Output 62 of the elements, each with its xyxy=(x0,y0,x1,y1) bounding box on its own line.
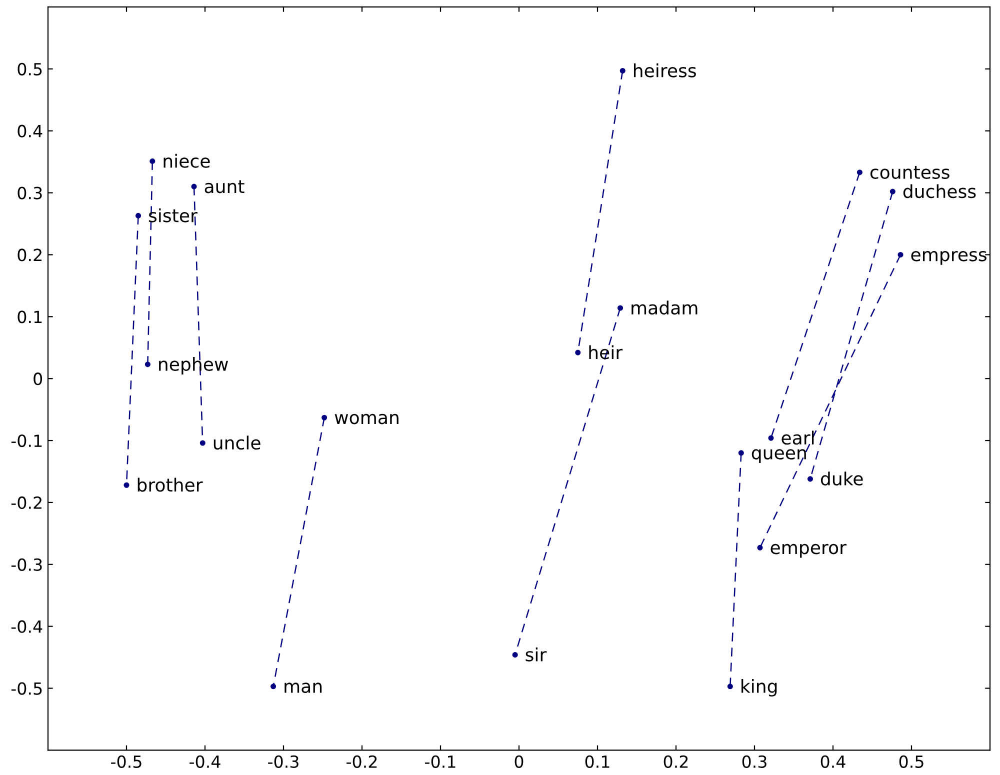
annotation: duke xyxy=(820,472,863,486)
x-tick-label: -0.2 xyxy=(346,755,377,768)
annotation: duchess xyxy=(903,184,976,198)
y-tick-label: 0.3 xyxy=(18,186,42,200)
annotation: king xyxy=(742,679,777,697)
point xyxy=(270,684,276,690)
annotation: countess xyxy=(870,166,950,179)
y-tick-label: 0.2 xyxy=(18,248,42,262)
annotation: heir xyxy=(589,345,623,360)
x-tick-label: 0.1 xyxy=(585,755,610,768)
annotation: heiress xyxy=(634,63,696,78)
x-tick-label: 0.2 xyxy=(664,755,688,768)
point xyxy=(620,68,626,74)
y-tick-label: 0.1 xyxy=(18,310,42,324)
point xyxy=(135,212,142,218)
annotation: brother xyxy=(138,478,203,492)
x-tick-label: 0.3 xyxy=(742,755,766,768)
x-tick-label: 0.4 xyxy=(820,755,846,768)
point xyxy=(757,544,763,550)
annotation: madam xyxy=(632,300,698,315)
annotation: uncle xyxy=(214,436,260,450)
y-tick-label: -0.3 xyxy=(11,558,42,571)
annotation: niece xyxy=(164,154,210,168)
x-tick-label: 0 xyxy=(514,755,524,768)
y-tick-label: -0.5 xyxy=(11,682,42,695)
x-tick-label: -0.1 xyxy=(425,755,456,768)
annotation: earl xyxy=(782,430,814,445)
point xyxy=(890,188,896,194)
annotation: woman xyxy=(334,414,398,424)
point xyxy=(575,350,581,356)
annotation: aunt xyxy=(204,180,244,194)
annotation: queen xyxy=(752,449,806,464)
x-tick-label: -0.5 xyxy=(111,755,142,768)
annotation: empress xyxy=(911,250,986,265)
point xyxy=(727,684,733,690)
x-tick-label: -0.4 xyxy=(190,755,220,768)
point xyxy=(512,652,518,658)
annotation: nephew xyxy=(159,356,228,374)
annotation: man xyxy=(284,682,322,694)
point xyxy=(617,305,624,311)
y-tick-label: 0.4 xyxy=(18,124,42,138)
annotation: sister xyxy=(148,208,198,222)
point xyxy=(144,362,150,368)
point xyxy=(768,435,774,441)
y-tick-label: -0.2 xyxy=(11,496,42,510)
y-tick-label: 0.5 xyxy=(18,62,42,76)
y-tick-label: -0.4 xyxy=(11,620,42,633)
annotation: emperor xyxy=(770,544,846,558)
point xyxy=(322,414,328,420)
point xyxy=(191,184,197,190)
point xyxy=(200,440,206,446)
y-tick-label: -0.1 xyxy=(11,434,42,448)
point xyxy=(898,252,904,258)
point xyxy=(856,170,862,176)
x-tick-label: 0.5 xyxy=(899,755,924,768)
y-tick-label: 0 xyxy=(34,372,42,386)
annotation: sir xyxy=(526,647,547,662)
point xyxy=(807,476,814,482)
point xyxy=(124,482,130,488)
point xyxy=(738,450,744,456)
point xyxy=(150,158,156,164)
x-tick-label: -0.3 xyxy=(268,755,298,768)
